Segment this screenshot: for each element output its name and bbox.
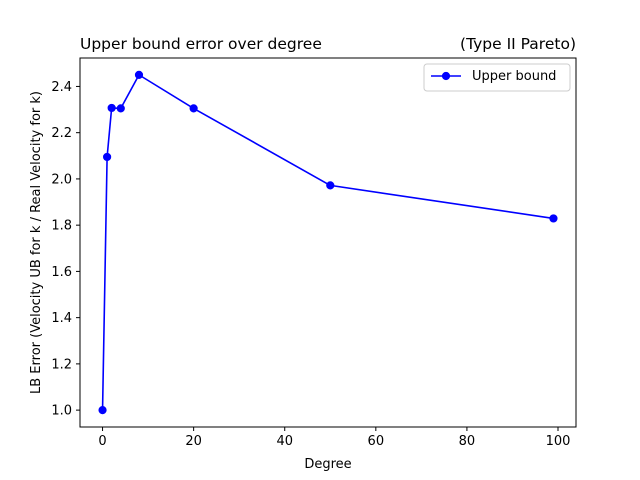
data-point <box>103 152 112 162</box>
x-tick-label: 60 <box>368 434 385 449</box>
y-tick-label: 2.4 <box>51 80 72 95</box>
data-point <box>189 104 198 113</box>
legend-label-upper-bound: Upper bound <box>472 69 556 84</box>
legend-box <box>423 63 571 92</box>
data-point <box>134 70 144 79</box>
x-tick-label: 20 <box>185 434 202 449</box>
y-axis-label: LB Error (Velocity UB for k / Real Veloc… <box>29 91 44 394</box>
y-tick-label: 1.8 <box>51 219 72 234</box>
x-tick-label: 80 <box>459 434 476 449</box>
x-tick-label: 40 <box>276 434 293 449</box>
y-tick-label: 1.4 <box>51 311 72 326</box>
legend: Upper bound <box>423 63 571 92</box>
chart-title-left: Upper bound error over degree <box>80 35 322 53</box>
x-axis: 0 20 40 60 80 100 <box>98 427 570 449</box>
x-tick-label: 100 <box>546 434 571 449</box>
y-tick-label: 2.0 <box>51 172 72 187</box>
data-point <box>326 181 335 190</box>
y-tick-label: 1.6 <box>51 265 72 280</box>
data-point <box>116 104 125 113</box>
data-point <box>549 214 558 223</box>
plot-area-frame <box>79 57 577 428</box>
plot-series <box>98 70 558 415</box>
x-axis-label: Degree <box>304 457 351 472</box>
legend-marker-upper-bound <box>441 71 451 81</box>
y-tick-label: 2.2 <box>51 126 72 141</box>
data-point <box>98 406 107 415</box>
data-point <box>107 103 116 113</box>
x-tick-label: 0 <box>98 434 106 449</box>
y-tick-label: 1.2 <box>51 357 72 372</box>
y-tick-label: 1.0 <box>51 404 72 419</box>
series-line <box>101 74 554 411</box>
y-axis: 1.0 1.2 1.4 1.6 1.8 2.0 2.2 2.4 <box>51 80 80 419</box>
chart-title-right: (Type II Pareto) <box>460 35 576 53</box>
